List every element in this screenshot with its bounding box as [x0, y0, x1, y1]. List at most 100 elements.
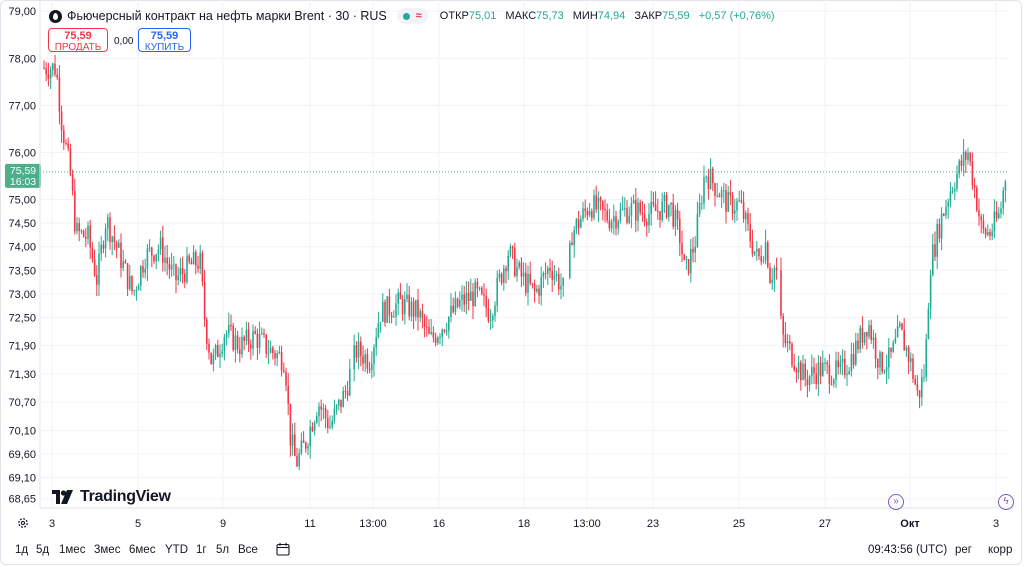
candle — [188, 253, 190, 265]
candle — [107, 213, 109, 242]
candle-body — [82, 230, 85, 237]
candle — [494, 301, 496, 322]
candle — [316, 411, 318, 424]
candle-body — [166, 257, 168, 264]
candle — [219, 344, 221, 369]
candle-body — [679, 218, 681, 244]
candle — [1000, 201, 1002, 219]
adjust-toggle[interactable]: корр — [988, 544, 1013, 556]
candle-body — [696, 214, 699, 247]
session-toggle[interactable]: рег — [955, 544, 972, 556]
x-tick-label: 13:00 — [359, 518, 387, 530]
candle-body — [610, 221, 613, 229]
candle — [340, 399, 342, 414]
candle — [791, 342, 793, 368]
candle — [692, 237, 694, 263]
range-3m[interactable]: 3мес — [94, 544, 121, 556]
range-ytd[interactable]: YTD — [165, 544, 188, 556]
candle — [430, 318, 432, 336]
candle — [247, 322, 250, 352]
candle-body — [232, 325, 234, 350]
candle — [146, 244, 149, 282]
candle — [485, 288, 487, 318]
candle-body — [683, 254, 685, 260]
candle-body — [866, 332, 868, 337]
candle-body — [522, 272, 525, 277]
ohlc-values: ОТКР75,01 МАКС75,73 МИН74,94 ЗАКР75,59 +… — [439, 10, 775, 22]
candle — [87, 221, 89, 245]
candle — [157, 244, 160, 262]
candle-body — [1002, 190, 1004, 209]
candle-body — [514, 248, 516, 276]
x-tick-label: 23 — [647, 518, 659, 530]
candle — [349, 358, 351, 397]
candle-body — [954, 188, 956, 192]
candle-body — [751, 241, 754, 254]
sell-button[interactable]: 75,59 ПРОДАТЬ — [48, 28, 108, 53]
candle-body — [120, 242, 122, 269]
candle-body — [907, 347, 910, 362]
lightning-icon[interactable]: ϟ — [998, 494, 1014, 510]
candlestick-chart[interactable]: 68,65 69,10 69,60 70,10 70,70 71,30 71,90 72,50… — [0, 0, 1024, 540]
go-to-realtime-icon[interactable]: » — [888, 494, 904, 510]
candle-body — [773, 267, 776, 280]
candle — [230, 314, 232, 332]
candle — [522, 262, 525, 286]
candle-body — [404, 299, 406, 315]
candle — [338, 398, 340, 411]
candle-body — [417, 299, 419, 318]
candle — [943, 212, 945, 217]
candle-body — [219, 353, 221, 357]
candle — [859, 325, 861, 353]
candle — [514, 242, 516, 278]
candle — [635, 187, 637, 233]
candle — [811, 354, 813, 385]
symbol-title[interactable]: Фьючерсный контракт на нефть марки Brent… — [67, 9, 387, 23]
range-1d[interactable]: 1д — [15, 544, 29, 556]
candle-body — [731, 195, 734, 214]
candle-body — [826, 362, 828, 365]
candle — [243, 335, 245, 351]
candle-body — [69, 148, 72, 175]
candle-body — [575, 219, 578, 230]
candle — [432, 326, 435, 343]
candle-body — [102, 244, 105, 249]
candle — [382, 293, 384, 322]
candle — [401, 294, 404, 321]
candle-body — [661, 201, 663, 221]
candle — [773, 265, 776, 293]
candle-body — [815, 373, 817, 385]
candle — [542, 271, 545, 289]
candle-body — [912, 358, 914, 379]
range-1m[interactable]: 1мес — [59, 544, 86, 556]
calendar-icon[interactable] — [276, 542, 290, 556]
candle-body — [819, 362, 822, 376]
candle-body — [289, 403, 292, 446]
range-5y[interactable]: 5л — [216, 544, 230, 556]
candle-body — [837, 360, 839, 368]
candle-body — [151, 247, 153, 256]
candle — [951, 186, 954, 194]
tradingview-logo[interactable]: TradingView — [52, 488, 171, 506]
candle — [883, 369, 886, 375]
clock-time[interactable]: 09:43:56 (UTC) — [868, 544, 948, 556]
buy-button[interactable]: 75,59 КУПИТЬ — [138, 28, 191, 53]
candle — [60, 105, 63, 143]
candle-body — [100, 244, 102, 254]
candle — [868, 320, 870, 340]
range-all[interactable]: Все — [238, 544, 258, 556]
candle — [421, 303, 424, 329]
candle — [947, 198, 949, 219]
gear-icon[interactable] — [17, 517, 29, 529]
candle-body — [375, 337, 377, 348]
range-6m[interactable]: 6мес — [129, 544, 156, 556]
candle-body — [329, 426, 331, 428]
candle-body — [397, 292, 399, 304]
candle — [91, 241, 94, 263]
market-status-pill[interactable]: ≈ — [396, 8, 428, 24]
candle — [991, 223, 993, 241]
candle — [483, 283, 485, 307]
range-1y[interactable]: 1г — [196, 544, 207, 556]
range-5d[interactable]: 5д — [36, 544, 50, 556]
candle-body — [976, 187, 978, 211]
